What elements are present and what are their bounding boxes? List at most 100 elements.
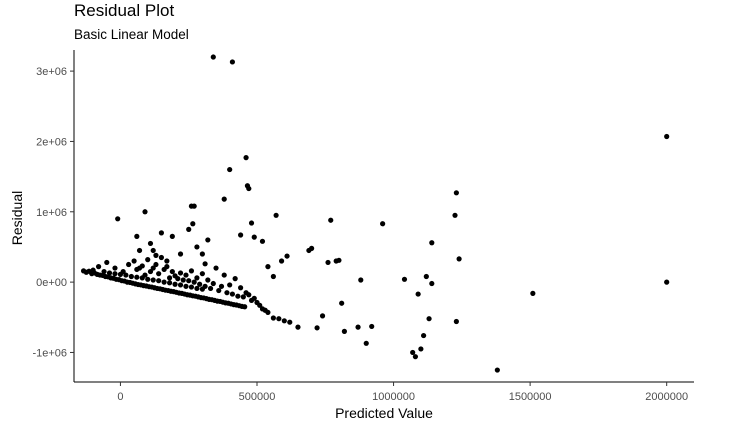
data-point (452, 212, 458, 218)
data-point (415, 291, 421, 297)
data-point (205, 277, 211, 283)
y-axis-title: Residual (9, 191, 25, 245)
data-point (213, 265, 219, 271)
x-tick-label: 2000000 (645, 391, 688, 403)
data-point (216, 287, 222, 294)
data-point (120, 268, 126, 275)
data-point (126, 261, 132, 268)
data-point (128, 273, 134, 280)
data-point (210, 54, 216, 60)
data-point (199, 251, 205, 257)
data-point (221, 196, 227, 202)
data-point (240, 294, 246, 300)
data-point (281, 318, 287, 324)
data-point (90, 267, 96, 273)
data-point (418, 346, 424, 352)
data-point (227, 282, 233, 288)
data-point (202, 261, 208, 267)
data-point (421, 332, 427, 339)
data-point (191, 279, 197, 285)
data-point (426, 316, 432, 322)
data-point (235, 293, 241, 299)
data-point (112, 265, 118, 271)
data-point (145, 257, 151, 263)
x-tick-label: 1500000 (509, 391, 552, 403)
x-tick-label: 1000000 (372, 391, 415, 403)
data-point (278, 258, 285, 264)
data-point (188, 268, 195, 274)
data-point (95, 264, 102, 270)
data-point (158, 254, 164, 261)
data-point (295, 324, 301, 330)
data-point (142, 209, 148, 215)
data-point (147, 240, 154, 247)
data-point (183, 272, 189, 278)
data-point (112, 271, 118, 277)
data-point (191, 203, 197, 209)
data-point (104, 259, 110, 266)
data-point (355, 324, 361, 330)
data-point (380, 221, 386, 227)
data-point (177, 251, 184, 257)
data-point (150, 277, 156, 283)
x-tick-label: 500000 (239, 391, 276, 403)
data-point (131, 258, 137, 264)
data-point (284, 253, 290, 259)
data-point (101, 268, 107, 275)
data-point (199, 271, 205, 277)
data-point (145, 276, 151, 282)
data-point (202, 283, 208, 289)
x-axis-title: Predicted Value (335, 405, 433, 421)
data-point (194, 275, 200, 281)
data-point (328, 217, 334, 223)
data-point (265, 264, 271, 270)
data-point (248, 220, 255, 226)
data-point (156, 278, 162, 284)
data-point (251, 295, 257, 301)
data-point (229, 59, 236, 65)
chart-subtitle: Basic Linear Model (74, 27, 189, 42)
data-point (410, 349, 416, 356)
data-point (664, 133, 670, 140)
data-point (309, 245, 315, 251)
data-point (265, 309, 271, 315)
data-point (259, 238, 266, 244)
data-point (319, 313, 326, 319)
data-point (197, 281, 203, 287)
data-point (106, 270, 113, 276)
points-layer (80, 54, 670, 373)
data-point (169, 268, 175, 275)
data-point (136, 247, 143, 254)
data-point (339, 300, 345, 306)
data-point (423, 273, 429, 280)
data-point (401, 276, 408, 282)
data-point (194, 244, 200, 250)
data-point (194, 285, 200, 292)
data-point (166, 280, 173, 286)
data-point (238, 232, 244, 238)
data-point (115, 216, 121, 222)
data-point (190, 221, 196, 227)
data-point (142, 272, 148, 278)
data-point (287, 319, 293, 325)
data-point (123, 272, 129, 278)
data-point (453, 318, 459, 325)
data-point (188, 284, 195, 290)
data-point (242, 304, 248, 310)
data-point (150, 247, 156, 254)
data-point (664, 279, 670, 285)
data-point (218, 283, 225, 289)
y-axis-ticks: -1e+06 0e+00 1e+06 2e+06 3e+06 (32, 66, 74, 359)
data-point (175, 276, 181, 282)
data-point (429, 240, 435, 246)
x-tick-label: 0 (117, 391, 123, 403)
data-point (251, 234, 257, 240)
data-point (177, 282, 184, 288)
data-point (158, 230, 164, 236)
data-point (229, 291, 236, 297)
data-point (530, 290, 536, 296)
data-point (153, 252, 159, 258)
data-point (177, 270, 184, 276)
data-point (205, 237, 211, 243)
